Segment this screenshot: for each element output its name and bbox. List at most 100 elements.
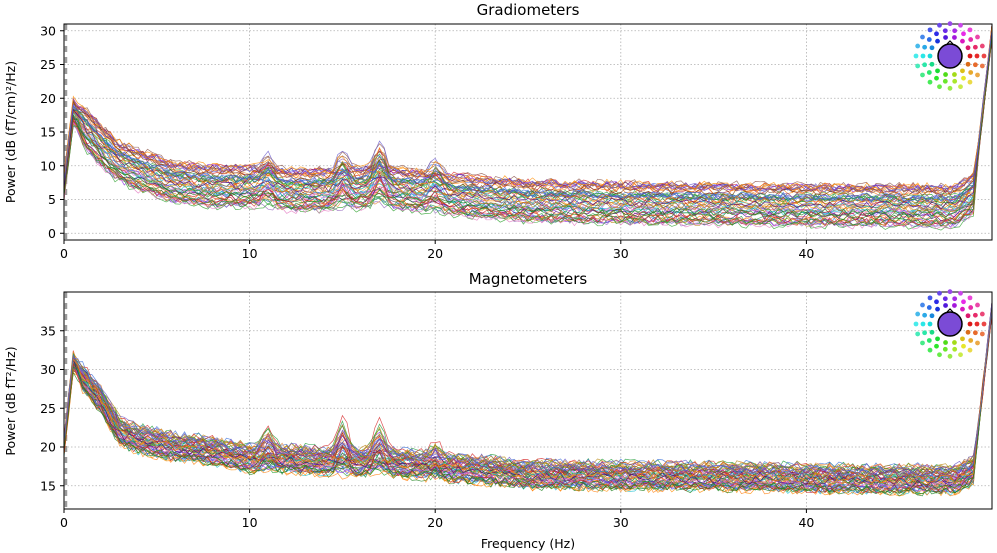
series-line	[63, 308, 993, 483]
sensor-dot	[942, 296, 948, 302]
series-line	[63, 31, 993, 204]
y-tick-label: 25	[40, 401, 56, 416]
sensor-dot	[952, 296, 958, 302]
sensor-dot	[920, 321, 926, 327]
sensor-dot	[937, 84, 942, 90]
sensor-dot	[920, 34, 925, 40]
series-line	[63, 23, 993, 193]
series-line	[63, 311, 993, 494]
y-axis-label: Power (dB fT²/Hz)	[3, 346, 18, 455]
sensor-color-legend	[913, 21, 987, 91]
series-line	[63, 27, 993, 194]
series-line	[63, 30, 993, 206]
sensor-dot	[967, 27, 973, 33]
series-line	[63, 23, 993, 191]
sensor-dot	[915, 311, 921, 317]
series-line	[63, 28, 993, 193]
series-line	[63, 312, 993, 497]
y-axis-label: Power (dB (fT/cm)²/Hz)	[3, 61, 18, 203]
sensor-dot	[967, 295, 973, 301]
sensor-dot	[942, 346, 948, 352]
series-line	[63, 29, 993, 194]
y-tick-label: 30	[40, 362, 56, 377]
sensor-dot	[961, 75, 966, 81]
sensor-dot	[968, 338, 974, 343]
sensor-dot	[927, 79, 933, 85]
y-tick-label: 35	[40, 323, 56, 338]
series-line	[63, 306, 993, 477]
sensor-dot	[920, 72, 925, 78]
sensor-dot	[967, 347, 973, 353]
sensor-dot	[979, 331, 985, 337]
sensor-dot	[972, 312, 978, 318]
chart-title: Magnetometers	[469, 270, 588, 288]
sensor-dot	[981, 53, 987, 59]
series-lines	[63, 301, 993, 497]
series-line	[63, 29, 993, 197]
sensor-dot	[965, 329, 971, 335]
x-tick-label: 10	[242, 515, 258, 530]
y-tick-label: 25	[40, 57, 56, 72]
sensor-dot	[942, 78, 948, 84]
sensor-dot	[958, 290, 963, 296]
sensor-dot	[965, 61, 971, 67]
sensor-dot	[961, 299, 966, 305]
sensor-dot	[979, 311, 985, 317]
series-line	[63, 306, 993, 495]
series-line	[63, 307, 993, 492]
sensor-dot	[967, 321, 973, 327]
y-tick-label: 15	[40, 125, 56, 140]
sensor-dot	[913, 53, 919, 59]
sensor-dot	[926, 305, 932, 310]
series-line	[63, 33, 993, 211]
series-line	[63, 38, 993, 226]
x-tick-label: 40	[798, 246, 814, 261]
sensor-dot	[967, 53, 973, 59]
series-line	[63, 25, 993, 195]
sensor-dot	[952, 303, 957, 308]
sensor-dot	[937, 22, 942, 28]
sensor-dot	[935, 336, 940, 342]
y-tick-label: 0	[48, 226, 56, 241]
series-line	[63, 34, 993, 217]
series-line	[63, 39, 993, 226]
sensor-dot	[943, 303, 948, 308]
sensor-dot	[958, 352, 963, 358]
sensor-dot	[934, 299, 939, 305]
series-line	[63, 23, 993, 192]
sensor-dot	[975, 72, 980, 78]
x-tick-label: 10	[242, 246, 258, 261]
sensor-dot	[961, 343, 966, 349]
sensor-dot	[943, 340, 948, 345]
sensor-dot	[915, 331, 921, 337]
sensor-dot	[967, 79, 973, 85]
series-line	[63, 304, 993, 480]
sensor-dot	[947, 289, 953, 295]
sensor-dot	[958, 84, 963, 90]
sensor-dot	[935, 306, 940, 312]
sensor-dot	[937, 352, 942, 358]
sensor-dot	[929, 329, 935, 335]
sensor-dot	[929, 313, 935, 319]
sensor-dot	[943, 72, 948, 77]
sensor-dot	[968, 305, 974, 310]
sensor-dot	[927, 295, 933, 301]
sensor-dot	[942, 28, 948, 34]
sensor-dot	[937, 290, 942, 296]
sensor-color-legend	[913, 289, 987, 359]
sensor-dot	[975, 34, 980, 40]
sensor-dot	[927, 347, 933, 353]
sensor-dot	[920, 340, 925, 346]
x-tick-label: 30	[613, 246, 629, 261]
series-line	[63, 26, 993, 204]
sensor-dot	[922, 62, 928, 68]
y-tick-label: 30	[40, 23, 56, 38]
series-line	[63, 28, 993, 210]
plot-frame	[63, 291, 993, 510]
series-line	[63, 35, 993, 230]
sensor-dot	[926, 338, 932, 343]
series-line	[63, 37, 993, 222]
sensor-dot	[922, 44, 928, 50]
series-line	[63, 306, 993, 475]
